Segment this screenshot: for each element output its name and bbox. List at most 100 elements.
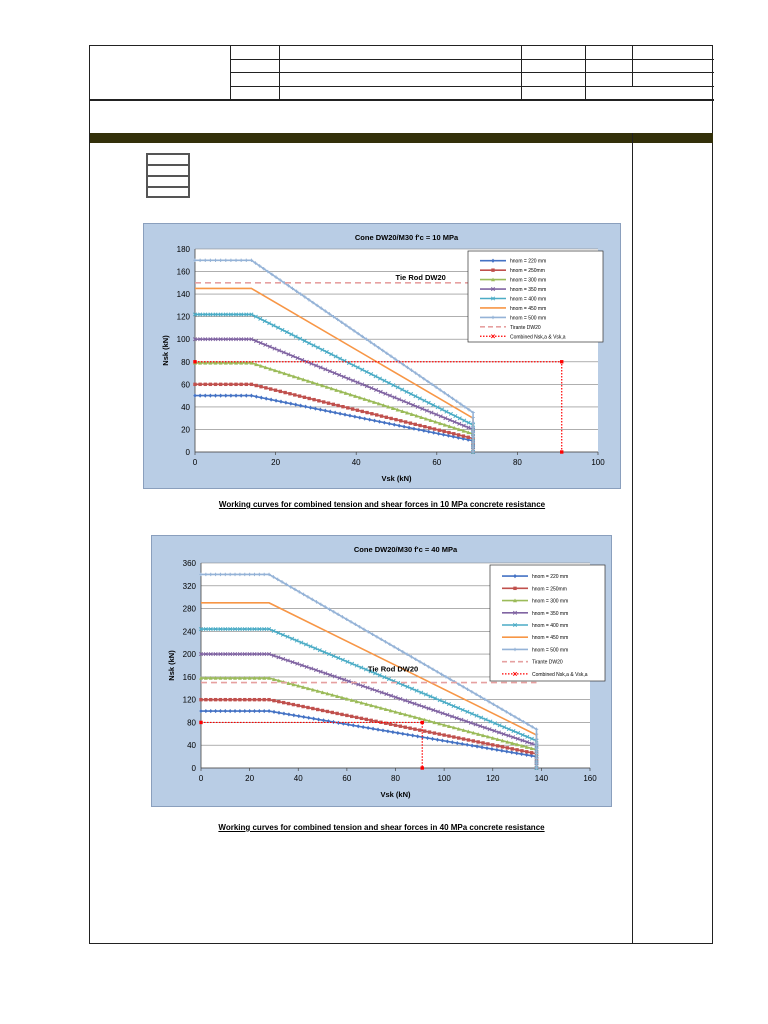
data-point [386, 380, 391, 385]
legend-label: hnom = 450 mm [510, 306, 546, 312]
data-point [353, 394, 358, 398]
data-point [442, 733, 446, 737]
data-point [350, 378, 356, 383]
legend-marker [491, 277, 495, 282]
data-point [453, 414, 458, 419]
data-point [283, 390, 287, 395]
data-point [355, 380, 360, 385]
data-point [223, 337, 228, 342]
legend-label: hnom = 400 mm [532, 623, 568, 629]
data-point [213, 572, 218, 577]
data-point [253, 314, 258, 319]
data-point [451, 703, 456, 709]
data-point [422, 717, 427, 722]
data-point [277, 369, 282, 374]
data-point [204, 697, 208, 702]
data-point [428, 694, 433, 699]
data-point [254, 362, 259, 367]
data-point [371, 726, 375, 731]
data-point [478, 695, 483, 699]
data-point [276, 577, 280, 582]
data-point [384, 721, 388, 725]
data-point [281, 700, 286, 705]
legend-box [489, 564, 606, 682]
data-point [377, 376, 383, 381]
data-point [446, 702, 451, 707]
data-point [327, 312, 332, 316]
data-point [403, 420, 408, 424]
data-point [355, 365, 360, 370]
data-point [208, 382, 213, 387]
data-point [447, 430, 451, 435]
data-point [372, 418, 377, 423]
data-point [252, 572, 257, 577]
data-point [278, 389, 283, 394]
data-point [430, 382, 434, 387]
data-point [296, 703, 300, 708]
data-point [326, 652, 332, 657]
data-point [277, 699, 281, 704]
data-point [267, 321, 272, 326]
data-point [392, 395, 397, 400]
data-point [348, 326, 352, 330]
data-point [218, 627, 223, 632]
data-point [336, 403, 340, 408]
data-point [234, 360, 239, 365]
data-point [198, 360, 203, 365]
data-point [351, 363, 356, 368]
legend-label: hnom = 250mm [510, 268, 545, 274]
data-point [387, 393, 393, 398]
data-point [252, 627, 257, 632]
data-point [257, 708, 262, 714]
legend-label: hnom = 450 mm [532, 635, 568, 641]
data-point [381, 348, 385, 353]
data-point [375, 635, 379, 639]
data-point [432, 720, 437, 725]
data-point [383, 391, 388, 396]
data-point [426, 400, 431, 405]
data-point [388, 642, 392, 647]
data-point [476, 732, 481, 736]
legend-label: hnom = 220 mm [532, 574, 568, 580]
data-point [353, 414, 357, 419]
chart-40mpa: Cone DW20/M30 f'c = 40 MPa04080120160200… [151, 535, 612, 807]
data-point [237, 652, 242, 657]
data-point [336, 655, 341, 660]
tie-rod-annotation: Tie Rod DW20 [396, 273, 446, 282]
data-point [278, 278, 282, 282]
data-point [526, 722, 530, 726]
data-point [257, 264, 262, 268]
data-point [422, 398, 427, 403]
legend-label: hnom = 500 mm [532, 647, 568, 653]
data-point [275, 325, 281, 330]
data-point [366, 630, 370, 634]
data-point [397, 423, 401, 428]
data-point [233, 572, 237, 577]
data-point [437, 732, 441, 736]
legend-marker [513, 647, 517, 652]
data-point [500, 738, 505, 743]
data-point [469, 711, 475, 716]
data-point [258, 340, 263, 346]
data-point [422, 729, 427, 733]
data-point [431, 708, 436, 713]
data-point [299, 640, 304, 645]
data-point [303, 642, 309, 647]
data-point [487, 700, 491, 704]
data-point [520, 738, 525, 743]
data-point [339, 389, 344, 394]
data-point [364, 384, 369, 389]
data-point [192, 312, 198, 317]
data-point [350, 714, 354, 719]
data-point [198, 382, 202, 387]
data-point [398, 724, 403, 728]
data-point [300, 357, 305, 362]
data-point [340, 657, 345, 662]
data-point [335, 694, 340, 698]
data-point [510, 750, 514, 755]
data-point [272, 346, 277, 351]
data-point [413, 422, 417, 427]
data-point [401, 731, 405, 736]
data-point [374, 387, 379, 393]
data-point [333, 410, 337, 415]
